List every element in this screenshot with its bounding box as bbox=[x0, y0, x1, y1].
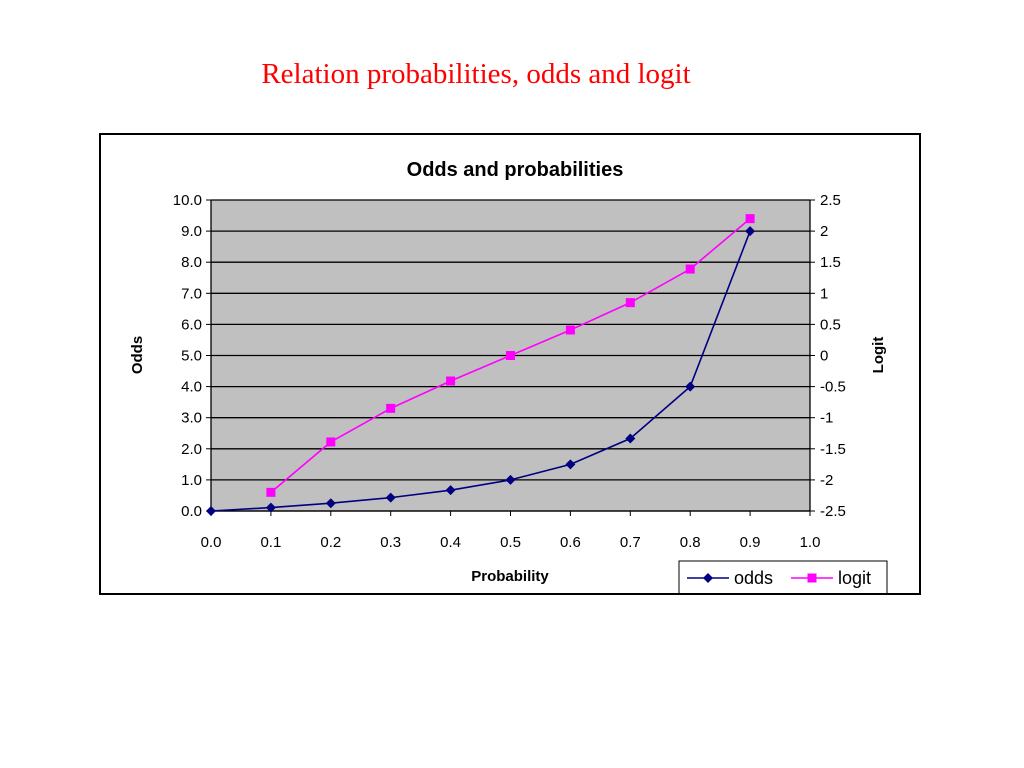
y2-tick-label: -1 bbox=[820, 410, 833, 427]
logit-point bbox=[386, 403, 396, 413]
x-tick-label: 0.8 bbox=[680, 534, 701, 551]
legend-box bbox=[678, 560, 888, 593]
odds-point bbox=[565, 459, 576, 470]
x-tick-label: 0.4 bbox=[440, 534, 461, 551]
x-axis-title: Probability bbox=[471, 568, 549, 585]
tick-labels: 0.01.02.03.04.05.06.07.08.09.010.0-2.5-2… bbox=[173, 192, 846, 551]
odds-point bbox=[505, 474, 516, 485]
x-tick-label: 0.2 bbox=[320, 534, 341, 551]
odds-point bbox=[385, 492, 396, 503]
y-tick-label: 1.0 bbox=[181, 472, 202, 489]
odds-line bbox=[210, 230, 751, 512]
logit-point bbox=[326, 437, 336, 447]
y2-tick-label: 0 bbox=[820, 348, 828, 365]
legend: odds logit bbox=[678, 560, 888, 593]
legend-marker-logit bbox=[807, 573, 817, 583]
y2-tick-label: 1.5 bbox=[820, 254, 841, 271]
y-tick-label: 2.0 bbox=[181, 441, 202, 458]
y2-axis-title: Logit bbox=[870, 337, 887, 374]
slide-title: Relation probabilities, odds and logit bbox=[261, 58, 691, 90]
legend-item-logit: logit bbox=[791, 568, 871, 588]
x-tick-label: 0.5 bbox=[500, 534, 521, 551]
x-tick-label: 0.0 bbox=[201, 534, 222, 551]
x-tick-label: 0.6 bbox=[560, 534, 581, 551]
y2-tick-label: 2 bbox=[820, 223, 828, 240]
y2-tick-label: 2.5 bbox=[820, 192, 841, 209]
legend-label-odds: odds bbox=[734, 568, 773, 588]
logit-point bbox=[745, 214, 755, 224]
y-tick-label: 7.0 bbox=[181, 285, 202, 302]
x-tick-label: 0.9 bbox=[740, 534, 761, 551]
odds-point bbox=[685, 381, 696, 392]
x-tick-label: 0.3 bbox=[380, 534, 401, 551]
logit-point bbox=[685, 264, 695, 274]
odds-point bbox=[265, 502, 276, 513]
chart-title: Odds and probabilities bbox=[407, 159, 624, 181]
logit-point bbox=[266, 487, 276, 497]
y2-tick-label: -1.5 bbox=[820, 441, 846, 458]
y-axis-title: Odds bbox=[129, 336, 146, 374]
chart-frame: Odds and probabilities 0.0 1.0 2.0 3.0 4.0 5.… bbox=[99, 133, 921, 595]
y-tick-label: 5.0 bbox=[181, 348, 202, 365]
logit-point bbox=[625, 298, 635, 308]
y-tick-label: 4.0 bbox=[181, 379, 202, 396]
y2-tick-label: -0.5 bbox=[820, 379, 846, 396]
x-tick-label: 0.1 bbox=[260, 534, 281, 551]
y2-tick-label: -2 bbox=[820, 472, 833, 489]
logit-point bbox=[446, 376, 456, 386]
legend-label-logit: logit bbox=[838, 568, 871, 588]
odds-point bbox=[445, 485, 456, 496]
logit-point bbox=[506, 351, 515, 360]
y2-tick-label: -2.5 bbox=[820, 503, 846, 520]
y-tick-label: 9.0 bbox=[181, 223, 202, 240]
x-tick-label: 1.0 bbox=[800, 534, 821, 551]
legend-item-odds: odds bbox=[687, 568, 773, 588]
series-layer bbox=[206, 214, 756, 516]
logit-point bbox=[565, 325, 575, 335]
y2-tick-label: 1 bbox=[820, 285, 828, 302]
odds-point bbox=[206, 506, 216, 516]
y2-tick-label: 0.5 bbox=[820, 316, 841, 333]
y-tick-label: 0.0 bbox=[181, 503, 202, 520]
y-tick-label: 8.0 bbox=[181, 254, 202, 271]
odds-series bbox=[206, 226, 756, 516]
x-tick-label: 0.7 bbox=[620, 534, 641, 551]
legend-marker-odds bbox=[703, 573, 713, 583]
odds-point bbox=[745, 226, 756, 237]
chart: Odds and probabilities 0.0 1.0 2.0 3.0 4.0 5.… bbox=[129, 159, 888, 593]
logit-series bbox=[266, 214, 755, 497]
odds-point bbox=[625, 433, 636, 444]
y-tick-label: 10.0 bbox=[173, 192, 202, 209]
y-tick-label: 3.0 bbox=[181, 410, 202, 427]
odds-point bbox=[325, 498, 336, 509]
y-tick-label: 6.0 bbox=[181, 316, 202, 333]
